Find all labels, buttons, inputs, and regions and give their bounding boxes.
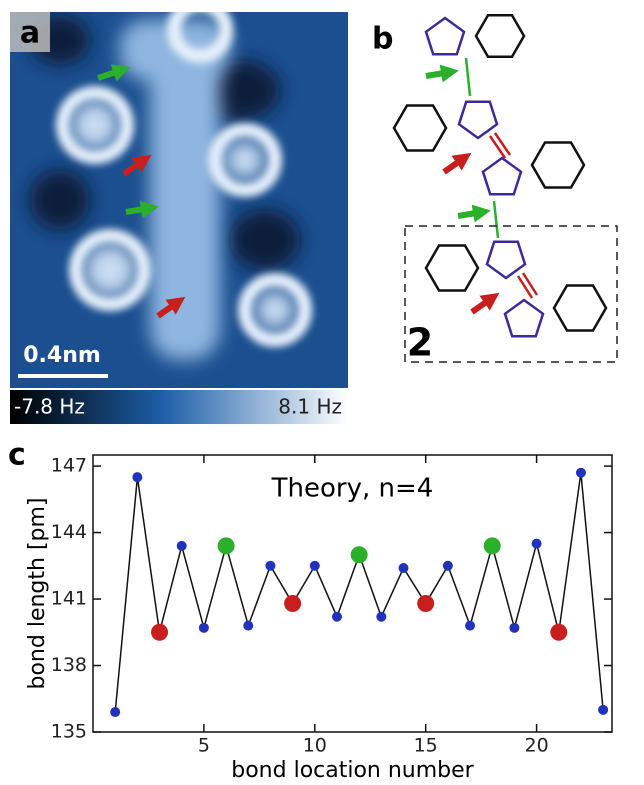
data-point — [265, 560, 276, 571]
label-box — [10, 12, 50, 52]
y-tick-label: 144 — [51, 521, 87, 543]
x-tick-label: 10 — [303, 735, 327, 757]
data-point — [243, 620, 254, 631]
data-point — [550, 623, 568, 641]
data-point — [132, 472, 143, 483]
panel-label: a — [20, 16, 40, 51]
y-tick-label: 147 — [51, 455, 87, 477]
series-line — [114, 472, 604, 713]
double-bond — [493, 132, 512, 156]
x-axis-label: bond location number — [231, 758, 474, 783]
data-point — [417, 594, 435, 612]
y-tick-label: 138 — [51, 654, 87, 676]
dashed-box — [404, 225, 618, 363]
ring — [485, 240, 527, 280]
x-tick-label: 5 — [198, 735, 210, 757]
colorbar-min: -7.8 Hz — [14, 395, 85, 419]
data-point — [110, 707, 121, 718]
chart: 135 138 141 144 147 5 10 15 20 Theory, n=4 bond lo… — [25, 454, 613, 783]
data-point — [151, 623, 169, 641]
ring — [457, 100, 499, 140]
single-bond — [492, 200, 500, 239]
x-tick-label: 15 — [414, 735, 438, 757]
double-bond — [516, 275, 534, 299]
ring — [530, 141, 586, 189]
compound-number: 2 — [407, 321, 433, 365]
colorbar — [10, 390, 348, 424]
arrows-b — [425, 64, 500, 315]
ring — [552, 284, 608, 332]
data-point — [309, 560, 320, 571]
data-point — [465, 620, 476, 631]
panel-label: c — [8, 438, 26, 473]
ring — [503, 298, 545, 338]
y-tick-label: 135 — [51, 721, 87, 743]
data-point — [442, 560, 453, 571]
chart-title: Theory, n=4 — [271, 474, 434, 504]
data-point — [509, 622, 520, 633]
double-bond — [521, 272, 539, 296]
data-point — [331, 611, 342, 622]
scale-bar-label: 0.4nm — [23, 343, 101, 368]
data-point — [198, 622, 209, 633]
arrows-a — [97, 64, 186, 319]
ring — [424, 244, 480, 292]
ring — [392, 104, 448, 152]
data-point — [284, 594, 302, 612]
plot-frame — [92, 454, 613, 733]
colorbar-max: 8.1 Hz — [278, 395, 342, 419]
data-point — [176, 540, 187, 551]
x-tick-label: 20 — [524, 735, 548, 757]
data-point — [575, 467, 586, 478]
data-point — [531, 538, 542, 549]
ring — [424, 16, 466, 56]
data-point — [483, 537, 501, 555]
y-axis-label: bond length [pm] — [25, 497, 50, 689]
data-point — [217, 537, 235, 555]
single-bond — [464, 57, 472, 97]
data-point — [376, 611, 387, 622]
afm-image — [10, 12, 348, 388]
ring — [474, 13, 526, 59]
molecule — [392, 13, 608, 338]
y-tick-label: 141 — [51, 588, 87, 610]
double-bond — [488, 135, 507, 159]
panel-label: b — [372, 22, 393, 57]
data-point — [350, 546, 368, 564]
data-point — [398, 563, 409, 574]
data-point — [598, 704, 609, 715]
ring — [481, 156, 523, 196]
